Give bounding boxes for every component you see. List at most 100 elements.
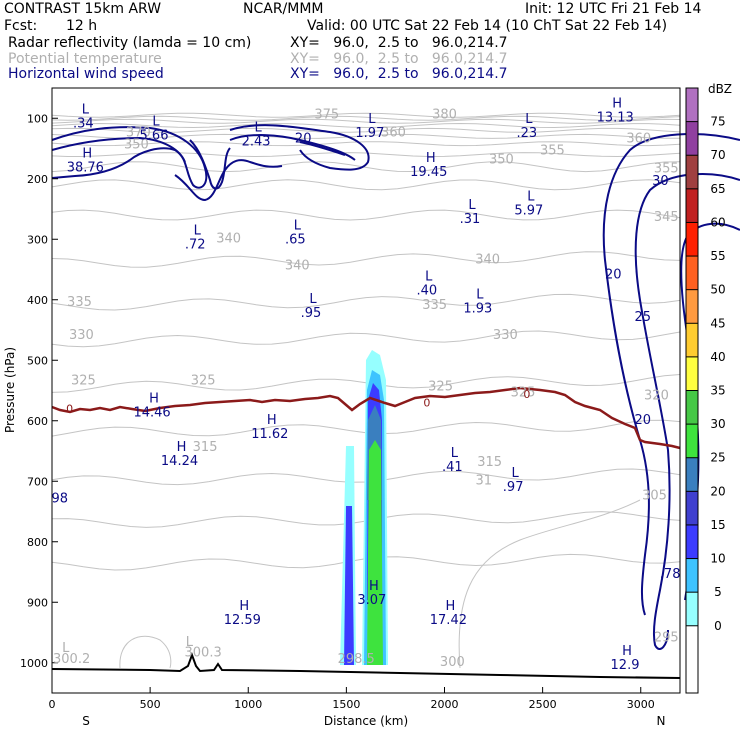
colorbar-label: 50 — [710, 283, 725, 297]
theta-label: 300.3 — [185, 646, 222, 661]
extrema-letter: L — [194, 223, 202, 238]
colorbar-swatch — [686, 457, 698, 492]
theta-label: 360 — [626, 131, 651, 146]
extrema-value: 11.62 — [251, 427, 288, 442]
extrema-value: 1.93 — [463, 302, 492, 317]
extrema-letter: L — [425, 269, 433, 284]
extrema-letter: L — [527, 190, 535, 205]
x-end-south: S — [82, 714, 90, 728]
extrema-value: 3.07 — [357, 593, 386, 608]
theta-label: 360 — [381, 125, 406, 140]
y-tick-label: 1000 — [20, 657, 48, 670]
colorbar: 0 5 10 15 20 25 30 35 40 45 50 55 60 65 70 75 — [685, 87, 726, 694]
colorbar-label: 15 — [710, 518, 725, 532]
freezing-level-line — [51, 386, 681, 450]
extrema-letter: H — [622, 644, 632, 659]
freezing-level-label: 0 — [523, 388, 530, 401]
extrema-value: .34 — [73, 116, 94, 131]
extrema-letter: H — [445, 599, 455, 614]
theta-label: 330 — [493, 328, 518, 343]
theta-contour — [51, 141, 681, 147]
colorbar-swatch — [686, 424, 698, 458]
theta-contour — [51, 127, 681, 133]
colorbar-label: 35 — [710, 384, 725, 398]
y-tick-label: 500 — [27, 354, 48, 367]
extrema-letter: H — [267, 413, 277, 428]
colorbar-swatch — [686, 592, 698, 626]
theta-label: 340 — [475, 252, 500, 267]
extrema-letter: L — [368, 112, 376, 127]
center-name: NCAR/MMM — [243, 1, 324, 17]
y-tick-label: 800 — [27, 536, 48, 549]
x-tick-label: 1500 — [332, 698, 360, 711]
theta-label: 325 — [428, 380, 453, 395]
extrema-value: .95 — [301, 306, 322, 321]
theta-label: 350 — [124, 138, 149, 153]
theta-label: 305 — [642, 488, 667, 503]
colorbar-label: 5 — [714, 585, 722, 599]
extrema-value: 13.13 — [597, 110, 634, 125]
extrema-value: .78 — [660, 567, 681, 582]
x-axis: 0 500 1000 1500 2000 2500 3000 — [49, 687, 655, 711]
extrema-letter: L — [451, 446, 459, 461]
fcst-value: 12 h — [66, 18, 98, 34]
x-tick-label: 3000 — [627, 698, 655, 711]
theta-contour — [51, 179, 681, 191]
theta-contour — [51, 122, 681, 129]
colorbar-label: 25 — [710, 451, 725, 465]
extrema-value: 14.24 — [161, 454, 198, 469]
colorbar-label: 40 — [710, 350, 725, 364]
extrema-value: 38.76 — [67, 161, 104, 176]
extrema-letter: L — [62, 641, 70, 656]
extrema-letter: H — [177, 440, 187, 455]
extrema-letter: H — [239, 599, 249, 614]
theta-label: 370 — [126, 125, 151, 140]
colorbar-label: 65 — [710, 182, 725, 196]
theta-label: 325 — [71, 373, 96, 388]
refl-cell-west-inner — [344, 506, 354, 665]
colorbar-swatch — [686, 625, 698, 660]
y-tick-label: 600 — [27, 415, 48, 428]
extrema-value: 1.97 — [355, 126, 384, 141]
wind-contour-label: 30 — [652, 174, 669, 189]
extrema-letter: H — [612, 96, 622, 111]
extrema-letter: L — [254, 121, 262, 136]
theta-contour — [51, 293, 681, 311]
extrema-value: .97 — [503, 480, 524, 495]
colorbar-swatch — [686, 356, 698, 391]
theta-label: 298.5 — [338, 652, 375, 667]
y-axis-label: Pressure (hPa) — [3, 347, 17, 433]
colorbar-label: 20 — [710, 484, 725, 498]
extrema-value: 98 — [52, 491, 69, 506]
theta-contour — [51, 161, 681, 173]
theta-label: 335 — [422, 298, 447, 313]
x-axis-label: Distance (km) — [324, 714, 408, 728]
field-theta-xy: XY= 96.0, 2.5 to 96.0,214.7 — [290, 51, 508, 67]
extrema-value: 12.9 — [611, 658, 640, 673]
theta-label: 330 — [69, 328, 94, 343]
colorbar-swatch — [686, 558, 698, 593]
field-reflectivity-xy: XY= 96.0, 2.5 to 96.0,214.7 — [290, 35, 508, 51]
extrema-letter: L — [468, 198, 476, 213]
wind-contour-label: 20 — [634, 413, 651, 428]
theta-label: 355 — [540, 144, 565, 159]
field-wind: Horizontal wind speed — [8, 66, 164, 82]
theta-label: 31 — [475, 473, 492, 488]
extrema-letter: L — [512, 466, 520, 481]
colorbar-label: 0 — [714, 619, 722, 633]
theta-contour — [51, 118, 681, 124]
extrema-value: .41 — [442, 460, 463, 475]
terrain-line — [51, 652, 681, 679]
extrema-letter: H — [369, 579, 379, 594]
wind-contour-label: 20 — [295, 131, 312, 146]
extrema-value: .40 — [416, 283, 437, 298]
field-theta: Potential temperature — [8, 51, 162, 67]
theta-label: 340 — [216, 231, 241, 246]
colorbar-label: 60 — [710, 215, 725, 229]
colorbar-swatch — [686, 323, 698, 357]
freezing-level-labels: 0 0 0 — [66, 388, 530, 416]
extrema-letter: H — [426, 151, 436, 166]
theta-label: 300 — [440, 655, 465, 670]
colorbar-label: 75 — [710, 115, 725, 129]
theta-label: 355 — [654, 162, 679, 177]
